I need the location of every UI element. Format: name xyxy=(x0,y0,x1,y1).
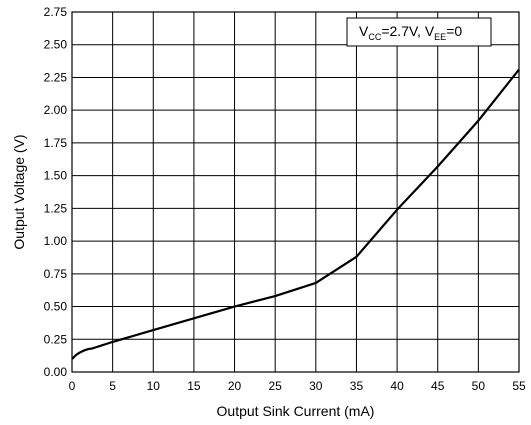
y-tick-label: 1.25 xyxy=(44,201,68,215)
y-tick-labels: 0.00 0.25 0.50 0.75 1.00 1.25 1.50 1.75 2.00 2.25… xyxy=(44,5,68,379)
annotation-sub1: CC xyxy=(368,32,381,42)
y-tick-label: 2.25 xyxy=(44,70,68,84)
y-tick-label: 0.00 xyxy=(44,365,68,379)
x-tick-label: 40 xyxy=(390,379,404,393)
y-tick-label: 0.50 xyxy=(44,300,68,314)
y-tick-label: 1.75 xyxy=(44,136,68,150)
x-tick-label: 50 xyxy=(472,379,486,393)
x-tick-labels: 0 5 10 15 20 25 30 35 40 45 50 55 xyxy=(69,379,526,393)
y-tick-label: 0.75 xyxy=(44,267,68,281)
x-tick-label: 35 xyxy=(350,379,364,393)
y-tick-label: 0.25 xyxy=(44,332,68,346)
x-tick-label: 0 xyxy=(69,379,76,393)
annotation-sub2: EE xyxy=(434,32,446,42)
condition-annotation: VCC=2.7V, VEE=0 xyxy=(346,17,492,47)
x-tick-label: 5 xyxy=(109,379,116,393)
x-tick-label: 10 xyxy=(147,379,161,393)
annotation-eq1: =2.7V, xyxy=(381,23,424,39)
y-tick-label: 2.75 xyxy=(44,5,68,19)
annotation-eq2: =0 xyxy=(446,23,462,39)
y-axis-label: Output Voltage (V) xyxy=(11,134,27,249)
annotation-v2: V xyxy=(425,23,435,39)
plot-frame xyxy=(71,11,520,373)
x-tick-label: 25 xyxy=(269,379,283,393)
y-tick-label: 1.00 xyxy=(44,234,68,248)
x-tick-label: 55 xyxy=(512,379,526,393)
x-tick-label: 45 xyxy=(431,379,445,393)
y-tick-label: 1.50 xyxy=(44,169,68,183)
x-tick-label: 30 xyxy=(309,379,323,393)
annotation-box xyxy=(346,17,492,47)
y-tick-label: 2.50 xyxy=(44,38,68,52)
y-tick-label: 2.00 xyxy=(44,103,68,117)
x-tick-label: 15 xyxy=(187,379,201,393)
annotation-v1: V xyxy=(359,23,369,39)
series-line xyxy=(71,68,520,360)
series-layer xyxy=(71,68,520,360)
grid-lines xyxy=(71,11,520,373)
x-tick-label: 20 xyxy=(228,379,242,393)
annotation-text: VCC=2.7V, VEE=0 xyxy=(359,23,462,42)
x-axis-label: Output Sink Current (mA) xyxy=(217,403,375,419)
